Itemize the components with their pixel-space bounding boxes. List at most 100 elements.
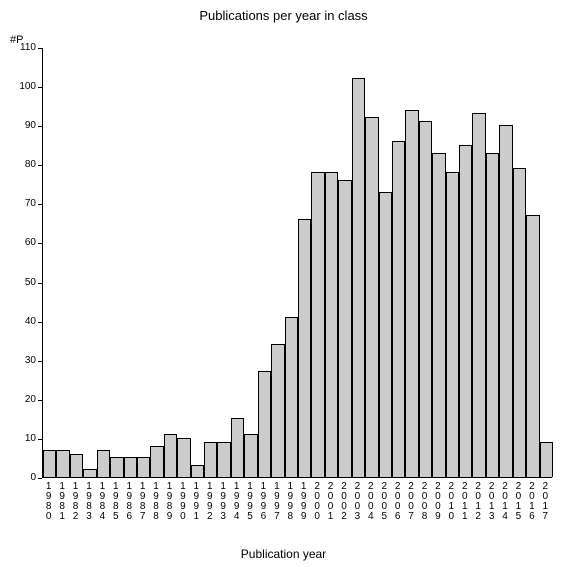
bar bbox=[472, 113, 485, 477]
plot-area bbox=[42, 48, 552, 478]
bar bbox=[298, 219, 311, 477]
x-tick-label: 1 9 9 6 bbox=[257, 482, 269, 522]
x-tick-label: 1 9 8 5 bbox=[110, 482, 122, 522]
x-tick-label: 2 0 0 2 bbox=[338, 482, 350, 522]
x-tick-label: 2 0 1 7 bbox=[539, 482, 551, 522]
y-tick bbox=[38, 87, 42, 88]
bar bbox=[392, 141, 405, 477]
bar bbox=[43, 450, 56, 477]
bar bbox=[244, 434, 257, 477]
bar bbox=[70, 454, 83, 477]
x-tick-label: 1 9 8 2 bbox=[70, 482, 82, 522]
bar bbox=[352, 78, 365, 477]
bar bbox=[204, 442, 217, 477]
x-tick-label: 2 0 1 4 bbox=[499, 482, 511, 522]
bar bbox=[271, 344, 284, 477]
bar bbox=[405, 110, 418, 477]
x-tick-label: 1 9 8 3 bbox=[83, 482, 95, 522]
bar bbox=[83, 469, 96, 477]
x-tick-label: 2 0 1 1 bbox=[459, 482, 471, 522]
bar bbox=[110, 457, 123, 477]
bar bbox=[311, 172, 324, 477]
y-tick-label: 110 bbox=[0, 43, 36, 53]
y-tick bbox=[38, 361, 42, 362]
x-tick-label: 2 0 1 2 bbox=[472, 482, 484, 522]
bar bbox=[217, 442, 230, 477]
x-tick-label: 1 9 9 0 bbox=[177, 482, 189, 522]
y-tick-label: 10 bbox=[0, 434, 36, 444]
bar bbox=[365, 117, 378, 477]
y-tick bbox=[38, 165, 42, 166]
x-tick-label: 1 9 8 6 bbox=[123, 482, 135, 522]
y-tick-label: 60 bbox=[0, 238, 36, 248]
y-tick bbox=[38, 439, 42, 440]
x-tick-label: 2 0 0 1 bbox=[325, 482, 337, 522]
x-tick-label: 2 0 0 8 bbox=[419, 482, 431, 522]
x-tick-label: 2 0 1 6 bbox=[526, 482, 538, 522]
bar bbox=[419, 121, 432, 477]
x-tick-label: 2 0 1 5 bbox=[512, 482, 524, 522]
y-tick bbox=[38, 400, 42, 401]
x-tick-label: 2 0 1 0 bbox=[445, 482, 457, 522]
bar bbox=[56, 450, 69, 477]
x-tick-label: 1 9 9 2 bbox=[204, 482, 216, 522]
y-tick-label: 40 bbox=[0, 317, 36, 327]
y-tick-label: 100 bbox=[0, 82, 36, 92]
x-tick-label: 1 9 8 4 bbox=[96, 482, 108, 522]
x-tick-label: 1 9 8 7 bbox=[137, 482, 149, 522]
bar bbox=[137, 457, 150, 477]
y-tick-label: 20 bbox=[0, 395, 36, 405]
y-tick bbox=[38, 283, 42, 284]
bar bbox=[285, 317, 298, 477]
x-tick-label: 1 9 8 9 bbox=[164, 482, 176, 522]
x-tick-label: 1 9 9 4 bbox=[231, 482, 243, 522]
x-tick-label: 2 0 1 3 bbox=[486, 482, 498, 522]
bar bbox=[540, 442, 553, 477]
bar bbox=[459, 145, 472, 477]
y-tick-label: 90 bbox=[0, 121, 36, 131]
y-tick-label: 80 bbox=[0, 160, 36, 170]
y-tick bbox=[38, 204, 42, 205]
bar bbox=[432, 153, 445, 477]
chart-container: Publications per year in class #P Public… bbox=[0, 0, 567, 567]
bar bbox=[258, 371, 271, 477]
bar bbox=[499, 125, 512, 477]
y-tick bbox=[38, 126, 42, 127]
bar bbox=[446, 172, 459, 477]
chart-title: Publications per year in class bbox=[0, 8, 567, 23]
x-tick-label: 2 0 0 3 bbox=[351, 482, 363, 522]
x-tick-label: 1 9 9 9 bbox=[298, 482, 310, 522]
bar bbox=[150, 446, 163, 477]
x-tick-label: 1 9 8 0 bbox=[43, 482, 55, 522]
bar bbox=[325, 172, 338, 477]
x-tick-label: 2 0 0 7 bbox=[405, 482, 417, 522]
x-tick-label: 1 9 9 8 bbox=[284, 482, 296, 522]
y-tick-label: 70 bbox=[0, 199, 36, 209]
bar bbox=[486, 153, 499, 477]
bar bbox=[124, 457, 137, 477]
bar bbox=[97, 450, 110, 477]
x-tick-label: 1 9 8 1 bbox=[56, 482, 68, 522]
x-tick-label: 2 0 0 4 bbox=[365, 482, 377, 522]
y-tick-label: 30 bbox=[0, 356, 36, 366]
bar bbox=[231, 418, 244, 477]
y-tick bbox=[38, 243, 42, 244]
x-axis-label: Publication year bbox=[0, 547, 567, 561]
bar bbox=[379, 192, 392, 477]
bar bbox=[526, 215, 539, 477]
x-tick-label: 1 9 9 7 bbox=[271, 482, 283, 522]
bar bbox=[338, 180, 351, 477]
x-tick-label: 1 9 9 1 bbox=[190, 482, 202, 522]
bar bbox=[177, 438, 190, 477]
x-tick-label: 1 9 8 8 bbox=[150, 482, 162, 522]
x-tick-label: 2 0 0 5 bbox=[378, 482, 390, 522]
x-tick-label: 2 0 0 0 bbox=[311, 482, 323, 522]
y-tick bbox=[38, 48, 42, 49]
x-tick-label: 2 0 0 9 bbox=[432, 482, 444, 522]
y-tick-label: 50 bbox=[0, 278, 36, 288]
bar bbox=[164, 434, 177, 477]
bar bbox=[191, 465, 204, 477]
y-tick bbox=[38, 322, 42, 323]
x-tick-label: 1 9 9 5 bbox=[244, 482, 256, 522]
y-tick-label: 0 bbox=[0, 473, 36, 483]
